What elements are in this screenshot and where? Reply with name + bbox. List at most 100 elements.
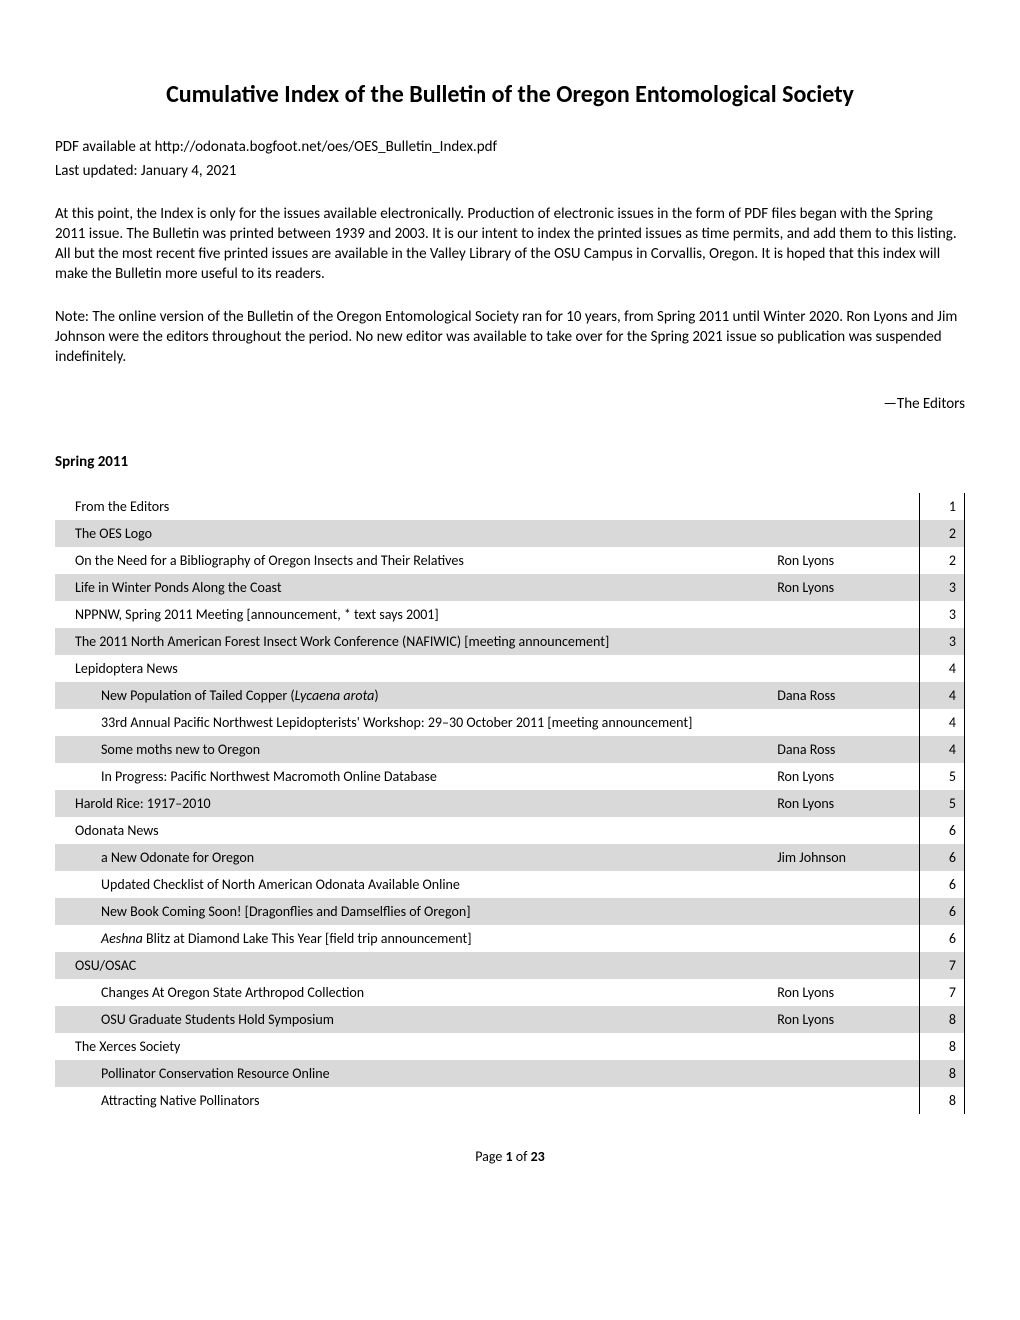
table-row: Some moths new to OregonDana Ross4: [55, 736, 965, 763]
entry-page: 8: [920, 1060, 965, 1087]
entry-page: 6: [920, 898, 965, 925]
entry-title: From the Editors: [55, 493, 769, 520]
entry-title: a New Odonate for Oregon: [55, 844, 769, 871]
table-row: On the Need for a Bibliography of Oregon…: [55, 547, 965, 574]
entry-page: 5: [920, 763, 965, 790]
table-row: Pollinator Conservation Resource Online 8: [55, 1060, 965, 1087]
table-row: Odonata News 6: [55, 817, 965, 844]
entry-page: 2: [920, 520, 965, 547]
entry-title: Lepidoptera News: [55, 655, 769, 682]
entry-author: [769, 898, 920, 925]
table-row: OSU/OSAC 7: [55, 952, 965, 979]
entry-author: Dana Ross: [769, 736, 920, 763]
entry-page: 1: [920, 493, 965, 520]
entry-page: 7: [920, 952, 965, 979]
last-updated-line: Last updated: January 4, 2021: [55, 161, 965, 181]
entry-title: The Xerces Society: [55, 1033, 769, 1060]
table-row: 33rd Annual Pacific Northwest Lepidopter…: [55, 709, 965, 736]
table-row: New Population of Tailed Copper (Lycaena…: [55, 682, 965, 709]
entry-author: [769, 655, 920, 682]
table-row: Updated Checklist of North American Odon…: [55, 871, 965, 898]
table-row: a New Odonate for OregonJim Johnson6: [55, 844, 965, 871]
entry-title: NPPNW, Spring 2011 Meeting [announcement…: [55, 601, 769, 628]
entry-title: Attracting Native Pollinators: [55, 1087, 769, 1114]
entry-title: OSU Graduate Students Hold Symposium: [55, 1006, 769, 1033]
intro-paragraph-1: At this point, the Index is only for the…: [55, 204, 965, 285]
entry-author: Ron Lyons: [769, 574, 920, 601]
entry-title: Aeshna Blitz at Diamond Lake This Year […: [55, 925, 769, 952]
entry-page: 4: [920, 682, 965, 709]
entry-page: 8: [920, 1006, 965, 1033]
page-footer: Page 1 of 23: [55, 1148, 965, 1165]
entry-page: 4: [920, 736, 965, 763]
entry-page: 4: [920, 709, 965, 736]
table-row: The OES Logo 2: [55, 520, 965, 547]
table-row: OSU Graduate Students Hold SymposiumRon …: [55, 1006, 965, 1033]
entry-page: 3: [920, 628, 965, 655]
document-page: Cumulative Index of the Bulletin of the …: [0, 0, 1020, 1205]
entry-author: [769, 601, 920, 628]
entry-title: In Progress: Pacific Northwest Macromoth…: [55, 763, 769, 790]
entry-title: New Book Coming Soon! [Dragonflies and D…: [55, 898, 769, 925]
entry-author: Ron Lyons: [769, 1006, 920, 1033]
table-row: From the Editors 1: [55, 493, 965, 520]
entry-title: 33rd Annual Pacific Northwest Lepidopter…: [55, 709, 769, 736]
table-row: New Book Coming Soon! [Dragonflies and D…: [55, 898, 965, 925]
entry-author: [769, 952, 920, 979]
entry-author: [769, 871, 920, 898]
table-row: The 2011 North American Forest Insect Wo…: [55, 628, 965, 655]
entry-author: Dana Ross: [769, 682, 920, 709]
entry-page: 8: [920, 1087, 965, 1114]
entry-page: 5: [920, 790, 965, 817]
entry-title: On the Need for a Bibliography of Oregon…: [55, 547, 769, 574]
entry-author: Ron Lyons: [769, 790, 920, 817]
footer-total-pages: 23: [531, 1148, 545, 1165]
entry-page: 3: [920, 601, 965, 628]
entry-author: [769, 628, 920, 655]
entry-page: 6: [920, 817, 965, 844]
section-heading: Spring 2011: [55, 453, 965, 471]
entry-title: Odonata News: [55, 817, 769, 844]
entry-page: 6: [920, 844, 965, 871]
pdf-link-line: PDF available at http://odonata.bogfoot.…: [55, 137, 965, 157]
entry-page: 8: [920, 1033, 965, 1060]
table-row: The Xerces Society 8: [55, 1033, 965, 1060]
footer-middle: of: [513, 1148, 531, 1165]
footer-prefix: Page: [475, 1148, 505, 1165]
entry-author: [769, 520, 920, 547]
entry-page: 4: [920, 655, 965, 682]
entry-title: Some moths new to Oregon: [55, 736, 769, 763]
entry-author: Ron Lyons: [769, 547, 920, 574]
entry-author: [769, 1087, 920, 1114]
entry-title: Harold Rice: 1917–2010: [55, 790, 769, 817]
footer-page-number: 1: [505, 1148, 512, 1165]
entry-author: [769, 1060, 920, 1087]
page-title: Cumulative Index of the Bulletin of the …: [55, 80, 965, 109]
entry-title: Life in Winter Ponds Along the Coast: [55, 574, 769, 601]
table-row: Harold Rice: 1917–2010Ron Lyons5: [55, 790, 965, 817]
entry-title: OSU/OSAC: [55, 952, 769, 979]
entry-author: [769, 925, 920, 952]
entry-author: [769, 493, 920, 520]
entry-title: The 2011 North American Forest Insect Wo…: [55, 628, 769, 655]
entry-page: 3: [920, 574, 965, 601]
table-row: Aeshna Blitz at Diamond Lake This Year […: [55, 925, 965, 952]
table-row: Attracting Native Pollinators 8: [55, 1087, 965, 1114]
entry-author: Ron Lyons: [769, 763, 920, 790]
entry-title: Pollinator Conservation Resource Online: [55, 1060, 769, 1087]
table-row: In Progress: Pacific Northwest Macromoth…: [55, 763, 965, 790]
entry-author: [769, 709, 920, 736]
entry-title: New Population of Tailed Copper (Lycaena…: [55, 682, 769, 709]
table-row: Life in Winter Ponds Along the CoastRon …: [55, 574, 965, 601]
entry-title: The OES Logo: [55, 520, 769, 547]
entry-author: Jim Johnson: [769, 844, 920, 871]
entry-author: Ron Lyons: [769, 979, 920, 1006]
table-row: NPPNW, Spring 2011 Meeting [announcement…: [55, 601, 965, 628]
intro-block: PDF available at http://odonata.bogfoot.…: [55, 137, 965, 367]
table-row: Lepidoptera News 4: [55, 655, 965, 682]
entry-page: 7: [920, 979, 965, 1006]
table-row: Changes At Oregon State Arthropod Collec…: [55, 979, 965, 1006]
intro-paragraph-2: Note: The online version of the Bulletin…: [55, 307, 965, 368]
entry-page: 6: [920, 925, 965, 952]
entry-page: 6: [920, 871, 965, 898]
